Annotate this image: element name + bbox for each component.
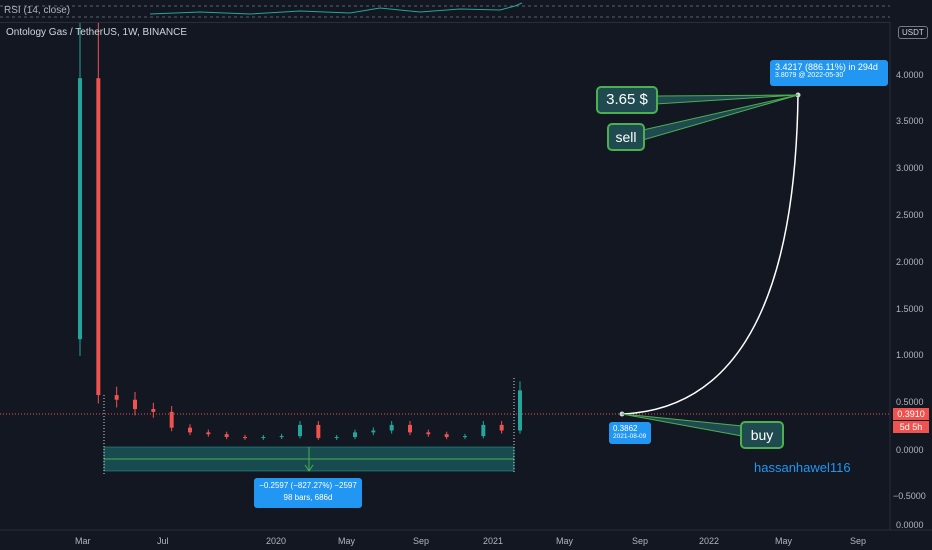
price-tick: −0.5000 [893,491,926,501]
candle-body [133,399,137,410]
candle-body [188,427,192,433]
bar-countdown-tag: 5d 5h [893,421,929,433]
candle-body [499,424,504,431]
candle-body [114,395,119,400]
candle-body [353,432,357,438]
candle-body [78,78,82,340]
price-tick: 0.5000 [896,397,924,407]
time-tick: Jul [157,536,169,546]
candle-body [518,390,522,431]
measure-bars-text: 98 bars, 686d [283,493,333,502]
price-tick: 3.5000 [896,116,924,126]
candle-body [389,424,394,431]
buy-price-text: 0.3862 [613,424,638,433]
symbol-title: Ontology Gas / TetherUS, 1W, BINANCE [6,27,187,38]
price-tick: 1.5000 [896,304,924,314]
rsi-pane: RSI (14, close) [0,0,890,23]
note-buy[interactable]: buy [740,421,784,449]
projection-curve [621,94,799,415]
candle-body [408,424,412,433]
price-tick: 1.0000 [896,350,924,360]
author-watermark: hassanhawel116 [754,460,851,475]
time-tick: 2021 [483,536,504,546]
time-tick: Sep [632,536,649,546]
price-tick: 2.5000 [896,210,924,220]
time-tick: Mar [75,536,91,546]
candle-body [206,432,211,435]
rsi-line [149,2,523,15]
price-tick: 0.0000 [896,520,924,530]
candle-body [96,78,101,396]
target-date-text: 3.8079 @ 2022-05-30 [775,72,844,79]
buy-date-text: 2021-08-09 [613,433,647,440]
candle-body [316,424,321,438]
candle-body [279,436,284,438]
price-tick: 2.0000 [896,257,924,267]
note-price[interactable]: 3.65 $ [596,86,658,114]
target-change-text: 3.4217 (886.11%) in 294d [775,62,878,72]
rsi-label: RSI (14, close) [4,5,71,16]
time-tick: May [556,536,574,546]
candle-body [261,437,266,439]
time-tick: May [775,536,793,546]
candle-body [298,424,302,437]
time-tick: Sep [413,536,430,546]
candle-body [444,434,449,438]
buy-price-label[interactable]: 0.3862 2021-08-09 [609,422,651,444]
time-tick: Sep [850,536,867,546]
current-price-tag: 0.3910 [893,408,929,420]
candle-body [224,434,229,438]
time-tick: May [338,536,356,546]
candle-body [426,432,431,435]
candle-body [334,437,339,439]
currency-badge[interactable]: USDT [898,26,928,39]
price-tick: 3.0000 [896,163,924,173]
candle-body [243,437,247,439]
measure-change-text: −0.2597 (−827.27%) −2597 [259,481,357,490]
measure-label[interactable]: −0.2597 (−827.27%) −2597 98 bars, 686d [254,478,362,508]
price-tick: 4.0000 [896,70,924,80]
candle-body [481,424,486,437]
measure-arrow-head [304,464,314,472]
candle-body [169,411,174,428]
price-tick: 0.0000 [896,445,924,455]
time-tick: 2020 [266,536,287,546]
candle-body [463,436,467,438]
candle-series [78,22,522,440]
target-label[interactable]: 3.4217 (886.11%) in 294d 3.8079 @ 2022-0… [770,60,888,86]
time-tick: 2022 [699,536,720,546]
note-sell[interactable]: sell [607,123,645,151]
candle-body [151,409,156,412]
candle-body [371,430,376,433]
